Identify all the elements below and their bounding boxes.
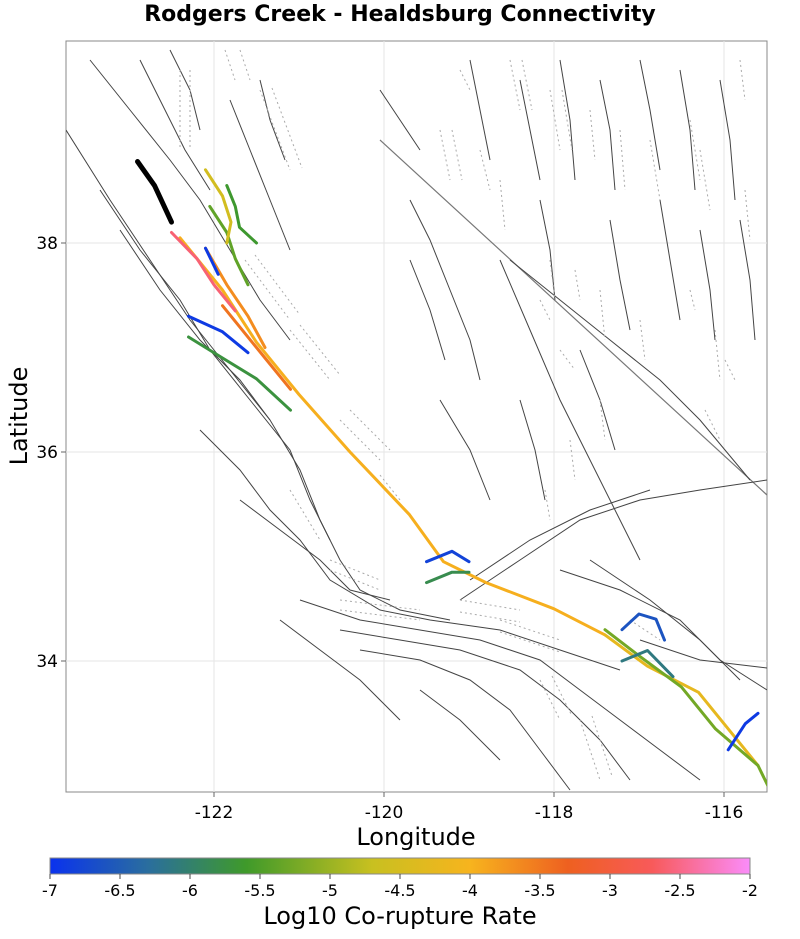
background-fault-network bbox=[66, 49, 767, 791]
map-title: Rodgers Creek - Healdsburg Connectivity bbox=[144, 2, 656, 27]
colorbar-ticks: -7 -6.5 -6 -5.5 -5 -4.5 -4 -3.5 -3 -2.5 -2 bbox=[42, 874, 758, 900]
colorbar-tick-label: -5.5 bbox=[244, 881, 275, 900]
fault-section bbox=[204, 246, 267, 349]
source-fault-trace bbox=[135, 159, 174, 225]
colorbar-tick-label: -5 bbox=[322, 881, 338, 900]
colorbar-tick-label: -3 bbox=[602, 881, 618, 900]
colorbar-tick-label: -2.5 bbox=[664, 881, 695, 900]
y-tick-label: 36 bbox=[36, 443, 58, 463]
fault-section bbox=[425, 570, 471, 585]
x-axis-title: Longitude bbox=[356, 823, 475, 851]
fault-section bbox=[204, 168, 233, 245]
colorbar bbox=[49, 857, 751, 875]
fault-section bbox=[225, 184, 258, 245]
grid bbox=[66, 41, 767, 792]
fault-section bbox=[221, 304, 292, 391]
fault-section bbox=[187, 335, 292, 412]
colorbar-tick-label: -7 bbox=[42, 881, 58, 900]
fault-section bbox=[204, 246, 220, 276]
x-tick-label: -122 bbox=[195, 803, 234, 823]
colorbar-tick-label: -6.5 bbox=[104, 881, 135, 900]
colorbar-tick-label: -4 bbox=[462, 881, 478, 900]
x-tick-label: -116 bbox=[705, 803, 744, 823]
fault-section bbox=[620, 649, 675, 679]
y-axis: 34 36 38 bbox=[36, 234, 66, 672]
fault-section bbox=[620, 612, 666, 642]
source-fault bbox=[135, 159, 174, 225]
fault-section bbox=[208, 204, 250, 287]
y-tick-label: 34 bbox=[36, 652, 58, 672]
x-tick-label: -118 bbox=[535, 803, 574, 823]
colorbar-title: Log10 Co-rupture Rate bbox=[263, 902, 537, 930]
colorbar-tick-label: -3.5 bbox=[524, 881, 555, 900]
colorbar-tick-label: -2 bbox=[742, 881, 758, 900]
fault-section bbox=[603, 628, 767, 788]
fault-section bbox=[178, 236, 607, 637]
fault-section bbox=[170, 231, 237, 313]
fault-section bbox=[187, 314, 250, 355]
dip-fault-traces bbox=[179, 49, 751, 781]
y-axis-title: Latitude bbox=[5, 367, 33, 466]
connected-faults bbox=[170, 168, 767, 788]
plot-area bbox=[65, 40, 768, 793]
colorbar-tick-label: -4.5 bbox=[384, 881, 415, 900]
fault-section bbox=[425, 549, 471, 564]
x-axis: -122 -120 -118 -116 bbox=[195, 792, 744, 823]
colorbar-tick-label: -6 bbox=[182, 881, 198, 900]
y-tick-label: 38 bbox=[36, 234, 58, 254]
x-tick-label: -120 bbox=[365, 803, 404, 823]
fault-section bbox=[726, 711, 760, 752]
